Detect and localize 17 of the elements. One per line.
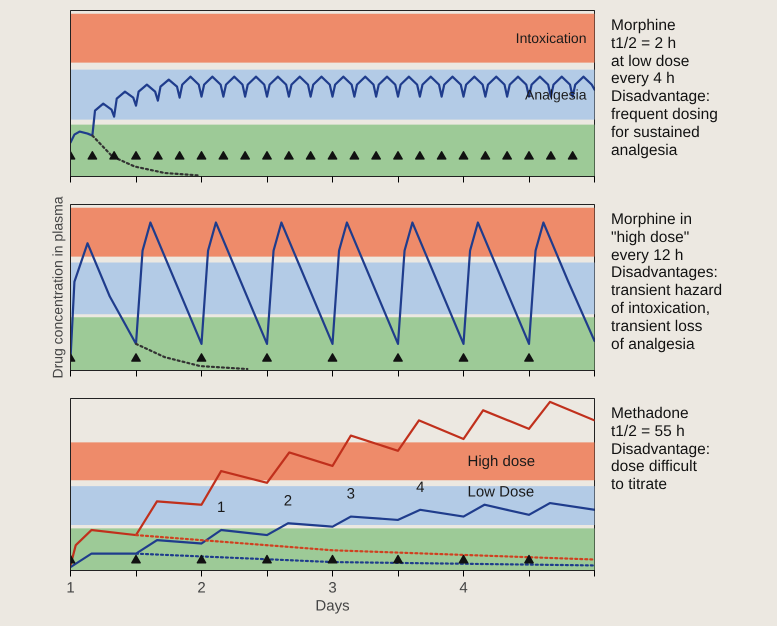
annotation: 2 <box>284 492 292 510</box>
text: Methadone t1/2 = 55 h Disadvantage: dose difficult to titrate <box>610 404 710 494</box>
y-axis-title: Drug concentration in plasma <box>50 196 66 379</box>
x-tick-label: 1 <box>66 580 75 596</box>
x-tick-label: 2 <box>197 580 206 596</box>
series-label: High dose <box>468 452 536 470</box>
annotation: 4 <box>416 478 424 496</box>
x-tick-label: 4 <box>459 580 468 596</box>
annotation: 1 <box>216 499 226 516</box>
x-tick-label: 3 <box>328 580 337 596</box>
x-axis-title: Days <box>315 598 350 614</box>
band-label: Analgesia <box>525 86 587 103</box>
band-label: Intoxication <box>516 30 587 46</box>
text: Morphine t1/2 = 2 h at low dose every 4 h Disadvantage: frequent dosing for sustained analgesia <box>610 16 718 160</box>
annotation: 3 <box>346 486 356 503</box>
text: Morphine in "high dose" every 12 h Disadvantages: transient hazard of intoxication, transient loss of analgesia <box>610 210 722 354</box>
series-label: Low Dose <box>468 484 534 501</box>
